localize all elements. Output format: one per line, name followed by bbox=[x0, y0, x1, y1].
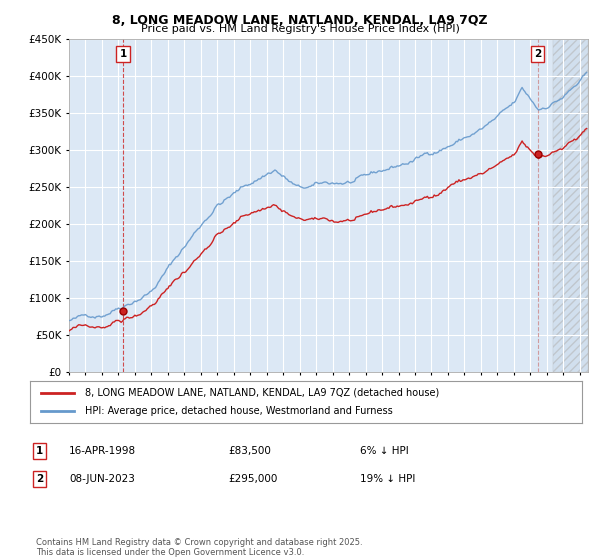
Text: 8, LONG MEADOW LANE, NATLAND, KENDAL, LA9 7QZ: 8, LONG MEADOW LANE, NATLAND, KENDAL, LA… bbox=[112, 14, 488, 27]
Text: 16-APR-1998: 16-APR-1998 bbox=[69, 446, 136, 456]
Text: 19% ↓ HPI: 19% ↓ HPI bbox=[360, 474, 415, 484]
Text: Price paid vs. HM Land Registry's House Price Index (HPI): Price paid vs. HM Land Registry's House … bbox=[140, 24, 460, 34]
Text: 08-JUN-2023: 08-JUN-2023 bbox=[69, 474, 135, 484]
Text: Contains HM Land Registry data © Crown copyright and database right 2025.
This d: Contains HM Land Registry data © Crown c… bbox=[36, 538, 362, 557]
Text: HPI: Average price, detached house, Westmorland and Furness: HPI: Average price, detached house, West… bbox=[85, 406, 393, 416]
Text: 8, LONG MEADOW LANE, NATLAND, KENDAL, LA9 7QZ (detached house): 8, LONG MEADOW LANE, NATLAND, KENDAL, LA… bbox=[85, 388, 439, 398]
Text: 6% ↓ HPI: 6% ↓ HPI bbox=[360, 446, 409, 456]
Text: 1: 1 bbox=[36, 446, 43, 456]
Text: £295,000: £295,000 bbox=[228, 474, 277, 484]
Text: 2: 2 bbox=[36, 474, 43, 484]
Text: 1: 1 bbox=[119, 49, 127, 59]
Text: £83,500: £83,500 bbox=[228, 446, 271, 456]
Bar bbox=[553, 39, 588, 372]
Text: 2: 2 bbox=[534, 49, 541, 59]
